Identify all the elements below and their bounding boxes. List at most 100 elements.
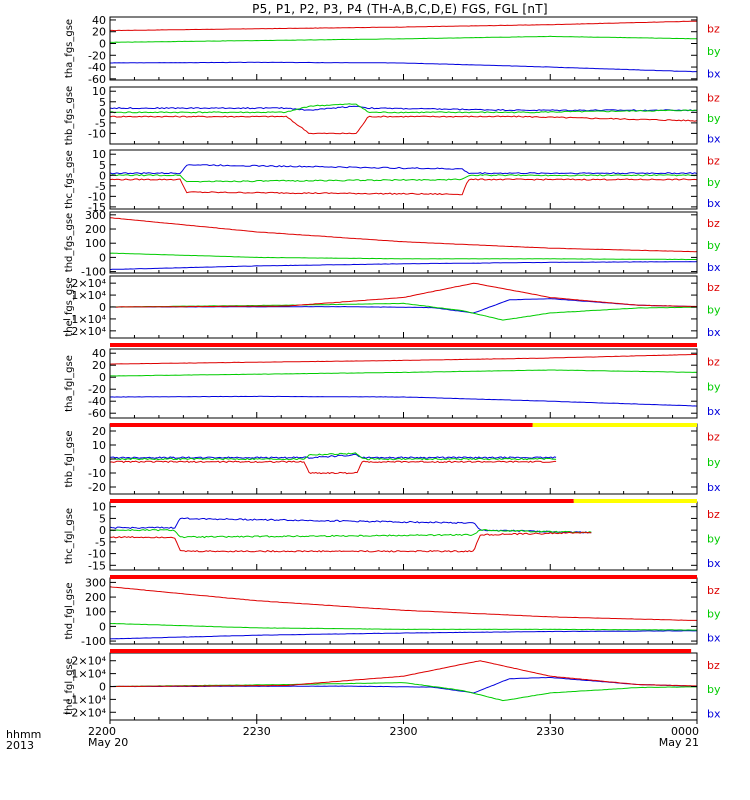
y-tick-label: 20	[92, 425, 106, 438]
panel-frame-1	[109, 16, 698, 81]
y-tick-label: 200	[85, 591, 106, 604]
legend-by: by	[707, 608, 721, 621]
status-bar-segment	[110, 423, 533, 427]
y-tick-label: 300	[85, 576, 106, 589]
x-tick-label: 2200	[88, 725, 116, 738]
y-tick-label: 5	[99, 512, 106, 525]
y-tick-label: -10	[88, 127, 106, 140]
y-axis-label-panel-4: thd_fgs_gse	[64, 213, 75, 272]
y-tick-label: 0	[99, 681, 106, 694]
y-tick-label: -100	[81, 266, 106, 279]
panel-frame-9	[109, 577, 698, 645]
series-line-by-panel-9	[109, 622, 697, 631]
y-tick-label: 10	[92, 148, 106, 161]
series-line-bz-panel-4	[109, 217, 698, 253]
y-tick-label: −2×10⁴	[62, 706, 106, 719]
y-tick-label: 10	[92, 439, 106, 452]
series-line-bx-panel-9	[109, 630, 698, 640]
series-line-bx-panel-3	[109, 164, 698, 175]
series-line-bz-panel-1	[110, 20, 697, 32]
panel-frame-6	[109, 348, 698, 419]
y-tick-label: -100	[81, 635, 106, 648]
status-bar-segment	[573, 499, 697, 503]
y-tick-label: -15	[88, 559, 106, 572]
legend-bz: bz	[707, 281, 720, 294]
y-axis-label-panel-10: the_fgl_gse	[64, 658, 75, 715]
legend-bz: bz	[707, 659, 720, 672]
legend-by: by	[707, 533, 721, 546]
x-tick-label: 0000	[671, 725, 699, 738]
y-tick-label: 20	[92, 359, 106, 372]
series-line-by-panel-10	[109, 682, 697, 702]
y-tick-label: -10	[88, 467, 106, 480]
y-tick-label: 0	[99, 169, 106, 182]
series-line-bz-panel-7	[109, 460, 557, 475]
series-line-by-panel-7	[109, 452, 557, 461]
y-tick-label: -5	[95, 117, 106, 130]
y-tick-label: 0	[99, 620, 106, 633]
y-tick-label: 1×10⁴	[71, 668, 106, 681]
x-tick-date-label: May 21	[659, 736, 699, 749]
y-tick-label: 5	[99, 96, 106, 109]
x-tick-date-label: May 20	[88, 736, 128, 749]
status-bar-segment	[110, 649, 692, 653]
y-tick-label: 0	[99, 524, 106, 537]
legend-bx: bx	[707, 405, 721, 418]
series-line-bz-panel-5	[109, 282, 698, 308]
y-axis-label-panel-8: thc_fgl_gse	[64, 508, 75, 564]
y-tick-label: -15	[88, 201, 106, 214]
y-tick-label: −1×10⁴	[62, 693, 106, 706]
x-tick-label: 2230	[243, 725, 271, 738]
y-tick-label: -5	[95, 180, 106, 193]
y-tick-label: -5	[95, 536, 106, 549]
y-tick-label: 0	[99, 301, 106, 314]
legend-bx: bx	[707, 197, 721, 210]
legend-bx: bx	[707, 261, 721, 274]
x-tick-label: 2330	[536, 725, 564, 738]
series-line-by-panel-2	[109, 103, 698, 114]
y-tick-label: -40	[88, 61, 106, 74]
y-tick-label: -60	[88, 73, 106, 86]
y-tick-label: -60	[88, 407, 106, 420]
legend-bz: bz	[707, 217, 720, 230]
legend-by: by	[707, 456, 721, 469]
legend-bx: bx	[707, 707, 721, 720]
legend-bz: bz	[707, 22, 720, 35]
y-tick-label: 100	[85, 237, 106, 250]
series-line-bx-panel-2	[109, 105, 698, 112]
status-bar-segment	[110, 575, 697, 579]
legend-bz: bz	[707, 155, 720, 168]
y-axis-label-panel-5: the_fgs_gse	[64, 277, 75, 336]
legend-by: by	[707, 380, 721, 393]
series-line-bz-panel-8	[109, 531, 592, 553]
status-bar-segment	[110, 343, 697, 347]
legend-bx: bx	[707, 326, 721, 339]
legend-bz: bz	[707, 431, 720, 444]
legend-by: by	[707, 683, 721, 696]
legend-by: by	[707, 176, 721, 189]
y-axis-label-panel-3: thc_fgs_gse	[64, 150, 75, 209]
y-tick-label: 10	[92, 501, 106, 514]
series-line-bz-panel-10	[110, 660, 698, 688]
legend-bx: bx	[707, 481, 721, 494]
legend-by: by	[707, 45, 721, 58]
legend-bx: bx	[707, 631, 721, 644]
y-tick-label: 0	[99, 251, 106, 264]
status-bar-segment	[110, 499, 574, 503]
y-tick-label: 0	[99, 106, 106, 119]
series-line-by-panel-5	[109, 302, 698, 321]
y-tick-label: -40	[88, 395, 106, 408]
y-tick-label: 2×10⁴	[71, 277, 106, 290]
legend-bx: bx	[707, 68, 721, 81]
series-line-bz-panel-6	[109, 354, 697, 365]
series-line-bz-panel-2	[109, 115, 698, 135]
y-tick-label: -20	[88, 49, 106, 62]
y-tick-label: -20	[88, 481, 106, 494]
x-axis-year-label: 2013	[6, 739, 34, 752]
chart-title: P5, P1, P2, P3, P4 (TH-A,B,C,D,E) FGS, F…	[252, 2, 548, 16]
y-tick-label: 20	[92, 26, 106, 39]
y-tick-label: -10	[88, 548, 106, 561]
series-line-by-panel-8	[109, 528, 592, 539]
y-tick-label: 0	[99, 37, 106, 50]
